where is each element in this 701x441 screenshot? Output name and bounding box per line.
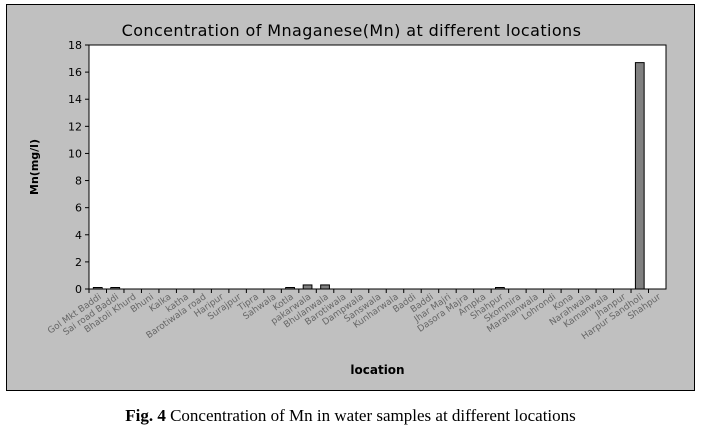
y-tick-label: 10 [68, 147, 82, 160]
y-tick-label: 4 [75, 229, 82, 242]
bar [302, 284, 313, 290]
y-tick-label: 18 [68, 39, 82, 52]
caption-label: Fig. 4 [125, 406, 166, 425]
chart-title: Concentration of Mnaganese(Mn) at differ… [121, 21, 582, 40]
bar [110, 287, 121, 290]
y-tick-label: 2 [75, 256, 82, 269]
y-tick-label: 8 [75, 175, 82, 188]
bar [320, 284, 330, 290]
y-tick-label: 0 [75, 283, 82, 296]
y-tick-label: 16 [68, 66, 82, 79]
y-tick-label: 6 [75, 202, 82, 215]
figure-caption: Fig. 4 Concentration of Mn in water samp… [0, 406, 701, 426]
caption-text: Concentration of Mn in water samples at … [170, 406, 576, 425]
y-tick-label: 12 [68, 120, 82, 133]
plot-area [88, 44, 667, 290]
y-tick-label: 14 [68, 93, 82, 106]
bar [285, 287, 295, 290]
y-axis-label: Mn(mg/l) [28, 139, 41, 195]
bar [495, 287, 505, 290]
x-axis-label: location [350, 363, 404, 377]
bar [634, 62, 645, 290]
bar [92, 287, 103, 290]
